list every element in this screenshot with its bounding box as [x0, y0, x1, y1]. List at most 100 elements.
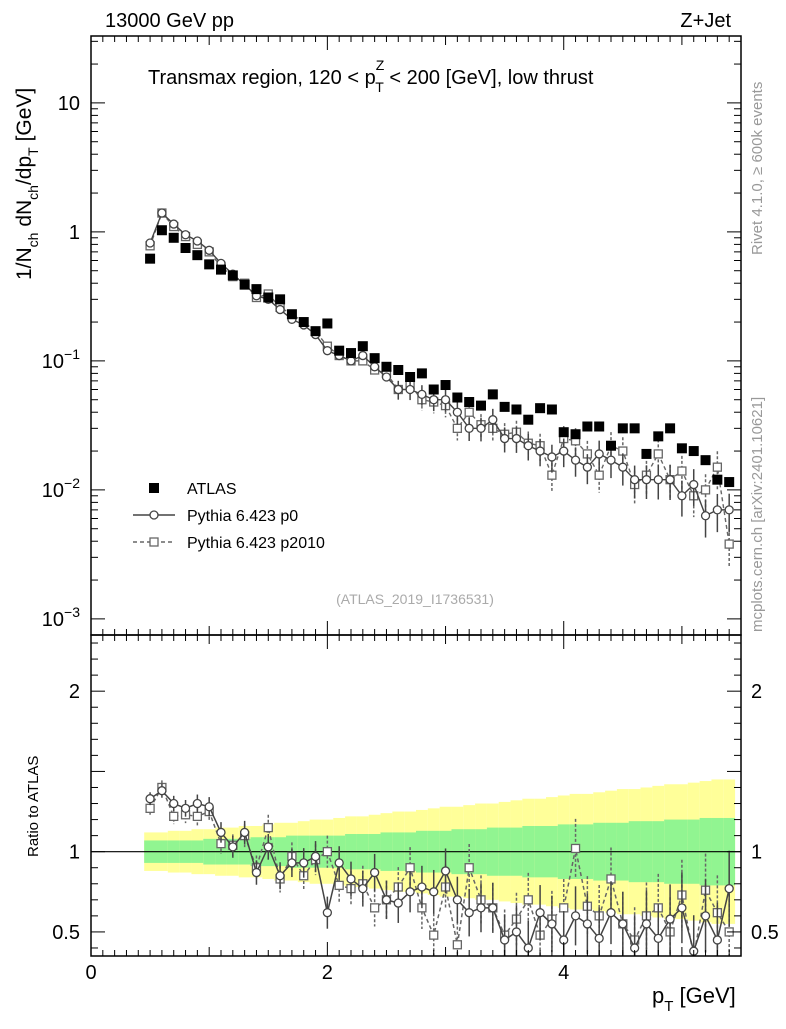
x-tick-label: 0 — [85, 962, 96, 984]
ylab-a: 1/N — [13, 247, 36, 280]
legend-marker-p2010 — [149, 537, 159, 547]
ratio-point-p0 — [310, 851, 321, 862]
main-point-p0 — [346, 356, 356, 366]
main-point-p0 — [180, 230, 191, 240]
main-point-p0 — [689, 479, 699, 490]
y-tick-label-ratio-left: 0.5 — [52, 922, 80, 944]
ratio-point-p2010 — [452, 940, 463, 950]
main-point-atlas — [665, 423, 676, 434]
main-line-square — [149, 211, 730, 545]
x-tick-label: 2 — [322, 962, 333, 984]
ratio-point-p0 — [251, 867, 262, 878]
main-point-atlas — [381, 361, 392, 372]
ratio-point-p2010 — [192, 811, 203, 822]
ratio-point-p0 — [322, 908, 333, 918]
xlab-main: p — [652, 983, 664, 1008]
ratio-point-p0 — [275, 871, 285, 881]
main-point-atlas — [487, 389, 498, 400]
ylab-s2: ch — [25, 185, 41, 200]
main-point-p0 — [169, 219, 179, 229]
ratio-point-p0 — [145, 794, 155, 804]
ratio-point-p2010 — [570, 843, 581, 854]
y-tick-label-main: 10−1 — [42, 346, 80, 373]
main-point-atlas — [334, 345, 345, 356]
ratio-point-p2010 — [369, 903, 380, 913]
main-point-p0 — [429, 395, 439, 405]
main-point-atlas — [511, 404, 522, 415]
main-point-p0 — [547, 452, 557, 462]
main-point-atlas — [168, 232, 179, 243]
main-point-p0 — [499, 433, 510, 444]
svg-text:Transmax region, 120 < pZT < 2: Transmax region, 120 < pZ T < 200 [GeV], … — [148, 57, 594, 95]
main-point-p0 — [606, 455, 616, 465]
main-point-p0 — [204, 245, 214, 255]
main-point-atlas — [369, 353, 380, 364]
main-point-atlas — [594, 421, 605, 432]
main-point-p0 — [322, 346, 333, 356]
main-point-atlas — [428, 384, 439, 395]
main-point-atlas — [216, 264, 226, 275]
main-point-p0 — [381, 372, 392, 382]
main-point-atlas — [499, 401, 510, 412]
main-point-p0 — [358, 350, 368, 361]
ratio-point-p2010 — [405, 863, 415, 873]
main-point-p0 — [440, 395, 451, 405]
header-right: Z+Jet — [680, 10, 731, 32]
ylab-s3: T — [25, 147, 41, 156]
main-point-p0 — [594, 449, 604, 459]
svg-text:pT [GeV]: pT [GeV] — [652, 983, 736, 1015]
ratio-point-p0 — [381, 895, 392, 905]
ratio-point-p0 — [299, 858, 309, 868]
main-point-p2010 — [700, 485, 711, 495]
main-point-p2010 — [464, 407, 474, 417]
main-point-atlas — [357, 341, 368, 352]
x-tick-label: 4 — [558, 962, 569, 984]
main-point-atlas — [476, 400, 486, 411]
ylab-c: /dp — [13, 156, 36, 185]
main-point-atlas — [676, 443, 687, 454]
ratio-line-square — [149, 785, 730, 957]
y-axis-label-main: 1/Nch dNch/dpT [GeV] — [13, 88, 41, 280]
main-point-atlas — [546, 404, 557, 415]
y-tick-label-ratio-right: 0.5 — [751, 922, 779, 944]
main-point-atlas — [204, 259, 215, 270]
ratio-point-p0 — [417, 882, 427, 892]
mcplots-label: mcplots.cern.ch [arXiv:2401.10621] — [749, 397, 766, 632]
ratio-point-p0 — [677, 903, 687, 913]
ratio-point-p0 — [700, 911, 711, 921]
main-point-atlas — [535, 403, 546, 414]
main-point-atlas — [275, 294, 286, 305]
ratio-point-p0 — [570, 911, 581, 921]
ratio-point-p2010 — [169, 811, 179, 822]
svg-text:1/Nch dNch/dpT [GeV]: 1/Nch dNch/dpT [GeV] — [13, 88, 41, 280]
xlab-unit: [GeV] — [673, 983, 735, 1008]
main-point-p0 — [417, 389, 427, 400]
ratio-point-p0 — [653, 933, 663, 943]
main-point-p0 — [464, 423, 474, 433]
main-point-atlas — [558, 427, 569, 438]
main-point-atlas — [606, 440, 616, 451]
main-point-atlas — [393, 364, 404, 375]
ratio-point-p0 — [594, 933, 604, 943]
main-point-atlas — [712, 474, 723, 485]
main-point-p0 — [369, 362, 380, 372]
ratio-point-p0 — [606, 908, 616, 918]
main-point-atlas — [582, 421, 593, 432]
y-tick-label-ratio-left: 1 — [69, 842, 80, 864]
ratio-point-p0 — [358, 883, 368, 894]
main-point-atlas — [641, 448, 652, 459]
ratio-point-p2010 — [523, 895, 533, 905]
main-point-atlas — [452, 392, 463, 403]
main-point-p0 — [157, 208, 167, 218]
main-point-p0 — [476, 423, 486, 433]
ratio-frame — [90, 634, 742, 957]
title-sub: T — [375, 79, 384, 95]
main-point-p0 — [665, 475, 675, 485]
main-point-atlas — [653, 431, 664, 442]
main-point-p0 — [629, 475, 640, 485]
main-point-atlas — [251, 284, 262, 295]
main-point-atlas — [700, 455, 711, 466]
ratio-panel — [91, 779, 741, 957]
ylab-b: dN — [13, 200, 36, 233]
